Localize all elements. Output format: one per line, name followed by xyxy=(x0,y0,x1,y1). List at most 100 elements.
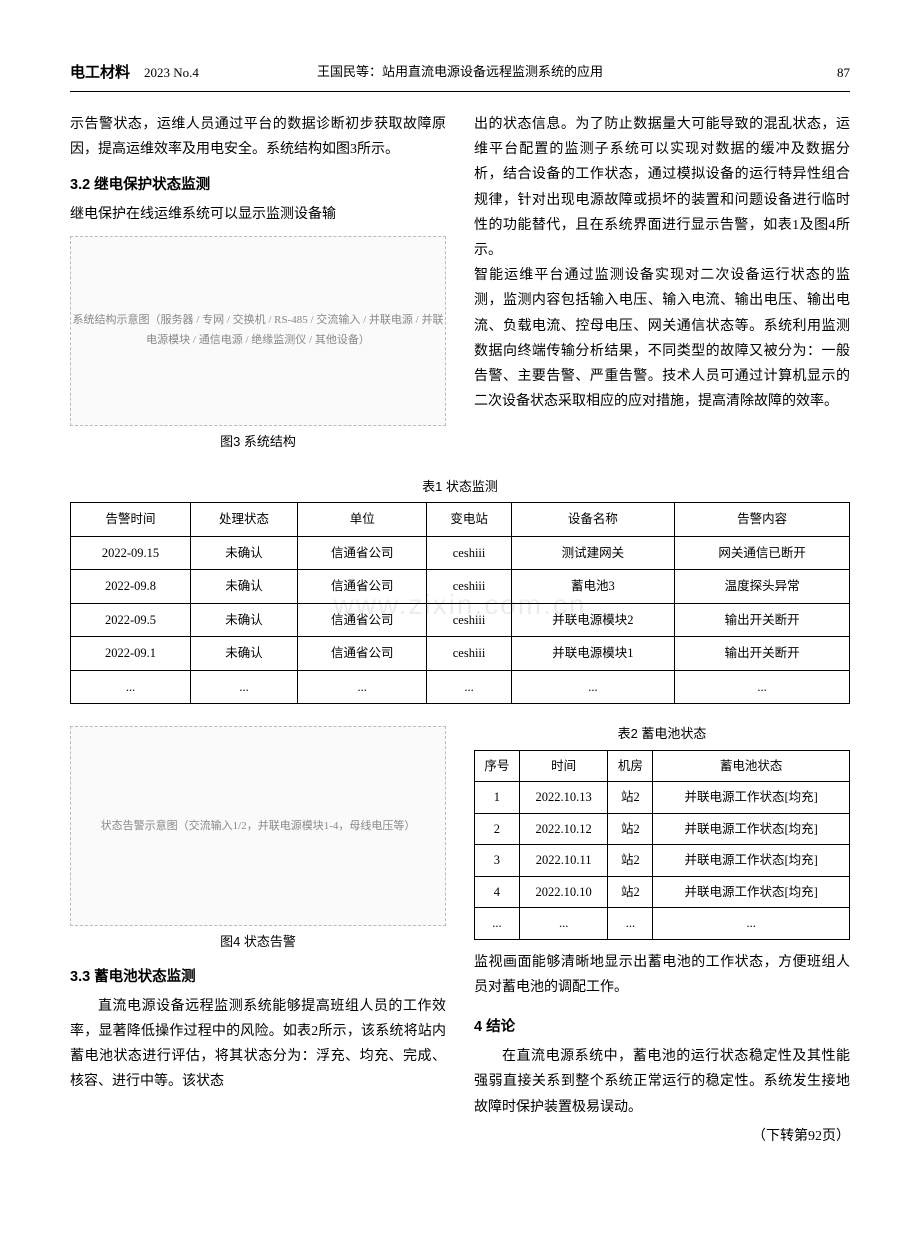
table-header-cell: 告警时间 xyxy=(71,503,191,537)
upper-left-column: 示告警状态，运维人员通过平台的数据诊断初步获取故障原因，提高运维效率及用电安全。… xyxy=(70,112,446,461)
table-cell: 并联电源工作状态[均充] xyxy=(653,813,850,845)
upper-columns: 示告警状态，运维人员通过平台的数据诊断初步获取故障原因，提高运维效率及用电安全。… xyxy=(70,112,850,461)
table-row: 12022.10.13站2并联电源工作状态[均充] xyxy=(475,782,850,814)
table-header-cell: 单位 xyxy=(297,503,427,537)
table-row: 22022.10.12站2并联电源工作状态[均充] xyxy=(475,813,850,845)
table-cell: 2022.10.13 xyxy=(519,782,608,814)
table-cell: ... xyxy=(191,670,298,704)
table-cell: 并联电源模块2 xyxy=(511,603,674,637)
table-cell: ... xyxy=(519,908,608,940)
table-cell: 输出开关断开 xyxy=(675,603,850,637)
table-2-body: 12022.10.13站2并联电源工作状态[均充]22022.10.12站2并联… xyxy=(475,782,850,940)
table-row: ............ xyxy=(475,908,850,940)
table-cell: 站2 xyxy=(608,782,653,814)
table-cell: 信通省公司 xyxy=(297,536,427,570)
lower-left-column: 状态告警示意图（交流输入1/2，并联电源模块1-4，母线电压等） 图4 状态告警… xyxy=(70,722,446,1153)
table-cell: 4 xyxy=(475,876,520,908)
table-cell: 3 xyxy=(475,845,520,877)
table-header-cell: 蓄电池状态 xyxy=(653,750,850,782)
table-cell: 未确认 xyxy=(191,637,298,671)
table-1: 告警时间 处理状态 单位 变电站 设备名称 告警内容 2022-09.15未确认… xyxy=(70,502,850,704)
section-heading-3-2: 3.2 继电保护状态监测 xyxy=(70,172,446,198)
figure-3-image: 系统结构示意图（服务器 / 专网 / 交换机 / RS-485 / 交流输入 /… xyxy=(70,236,446,426)
table-cell: ... xyxy=(653,908,850,940)
para-right-2: 智能运维平台通过监测设备实现对二次设备运行状态的监测，监测内容包括输入电压、输入… xyxy=(474,263,850,414)
figure-3: 系统结构示意图（服务器 / 专网 / 交换机 / RS-485 / 交流输入 /… xyxy=(70,236,446,453)
table-cell: 未确认 xyxy=(191,570,298,604)
table-row: .................. xyxy=(71,670,850,704)
table-cell: 1 xyxy=(475,782,520,814)
table-cell: 并联电源工作状态[均充] xyxy=(653,876,850,908)
table-row: 序号 时间 机房 蓄电池状态 xyxy=(475,750,850,782)
table-cell: ... xyxy=(475,908,520,940)
para-conclusion: 在直流电源系统中，蓄电池的运行状态稳定性及其性能强弱直接关系到整个系统正常运行的… xyxy=(474,1044,850,1120)
table-cell: 未确认 xyxy=(191,536,298,570)
table-cell: 站2 xyxy=(608,876,653,908)
header-running-title: 王国民等：站用直流电源设备远程监测系统的应用 xyxy=(317,60,603,83)
table-cell: 输出开关断开 xyxy=(675,637,850,671)
table-cell: ... xyxy=(608,908,653,940)
para-3-2: 继电保护在线运维系统可以显示监测设备输 xyxy=(70,202,446,227)
table-header-cell: 处理状态 xyxy=(191,503,298,537)
para-right-1: 出的状态信息。为了防止数据量大可能导致的混乱状态，运维平台配置的监测子系统可以实… xyxy=(474,112,850,263)
table-cell: 温度探头异常 xyxy=(675,570,850,604)
figure-4-image: 状态告警示意图（交流输入1/2，并联电源模块1-4，母线电压等） xyxy=(70,726,446,926)
section-heading-3-3: 3.3 蓄电池状态监测 xyxy=(70,964,446,990)
table-cell: ... xyxy=(71,670,191,704)
header-journal: 电工材料 xyxy=(70,60,130,87)
upper-right-column: 出的状态信息。为了防止数据量大可能导致的混乱状态，运维平台配置的监测子系统可以实… xyxy=(474,112,850,461)
table-1-caption: 表1 状态监测 xyxy=(70,475,850,498)
section-heading-4: 4 结论 xyxy=(474,1014,850,1040)
header-issue: 2023 No.4 xyxy=(144,61,199,84)
table-cell: 2022-09.5 xyxy=(71,603,191,637)
table-header-cell: 机房 xyxy=(608,750,653,782)
header-page-number: 87 xyxy=(837,61,850,84)
para-battery: 监视画面能够清晰地显示出蓄电池的工作状态，方便班组人员对蓄电池的调配工作。 xyxy=(474,950,850,1000)
lower-columns: 状态告警示意图（交流输入1/2，并联电源模块1-4，母线电压等） 图4 状态告警… xyxy=(70,722,850,1153)
table-cell: 2022.10.10 xyxy=(519,876,608,908)
table-cell: ceshiii xyxy=(427,536,511,570)
table-cell: 2022-09.1 xyxy=(71,637,191,671)
table-cell: 2022-09.8 xyxy=(71,570,191,604)
table-1-body: 2022-09.15未确认信通省公司ceshiii测试建网关网关通信已断开202… xyxy=(71,536,850,704)
table-cell: 2022.10.11 xyxy=(519,845,608,877)
table-header-cell: 设备名称 xyxy=(511,503,674,537)
figure-4: 状态告警示意图（交流输入1/2，并联电源模块1-4，母线电压等） 图4 状态告警 xyxy=(70,726,446,953)
para-continued: 示告警状态，运维人员通过平台的数据诊断初步获取故障原因，提高运维效率及用电安全。… xyxy=(70,112,446,162)
table-cell: 2022-09.15 xyxy=(71,536,191,570)
table-cell: 并联电源工作状态[均充] xyxy=(653,782,850,814)
table-cell: 并联电源工作状态[均充] xyxy=(653,845,850,877)
table-cell: 2 xyxy=(475,813,520,845)
table-row: 32022.10.11站2并联电源工作状态[均充] xyxy=(475,845,850,877)
table-cell: 站2 xyxy=(608,813,653,845)
table-cell: 信通省公司 xyxy=(297,603,427,637)
table-row: 2022-09.8未确认信通省公司ceshiii蓄电池3温度探头异常 xyxy=(71,570,850,604)
table-cell: ceshiii xyxy=(427,603,511,637)
figure-4-caption: 图4 状态告警 xyxy=(70,930,446,953)
table-row: 2022-09.15未确认信通省公司ceshiii测试建网关网关通信已断开 xyxy=(71,536,850,570)
table-cell: 测试建网关 xyxy=(511,536,674,570)
table-cell: ... xyxy=(675,670,850,704)
page: 电工材料 2023 No.4 王国民等：站用直流电源设备远程监测系统的应用 87… xyxy=(70,60,850,1153)
table-row: 告警时间 处理状态 单位 变电站 设备名称 告警内容 xyxy=(71,503,850,537)
table-2-caption: 表2 蓄电池状态 xyxy=(474,722,850,745)
table-2: 序号 时间 机房 蓄电池状态 12022.10.13站2并联电源工作状态[均充]… xyxy=(474,750,850,940)
table-cell: 未确认 xyxy=(191,603,298,637)
table-header-cell: 告警内容 xyxy=(675,503,850,537)
table-cell: ceshiii xyxy=(427,570,511,604)
table-cell: 蓄电池3 xyxy=(511,570,674,604)
table-1-block: 表1 状态监测 告警时间 处理状态 单位 变电站 设备名称 告警内容 2022-… xyxy=(70,475,850,704)
para-3-3: 直流电源设备远程监测系统能够提高班组人员的工作效率，显著降低操作过程中的风险。如… xyxy=(70,994,446,1095)
continued-note: （下转第92页） xyxy=(474,1124,850,1149)
table-row: 2022-09.5未确认信通省公司ceshiii并联电源模块2输出开关断开 xyxy=(71,603,850,637)
table-cell: 站2 xyxy=(608,845,653,877)
table-cell: 并联电源模块1 xyxy=(511,637,674,671)
table-header-cell: 时间 xyxy=(519,750,608,782)
figure-3-caption: 图3 系统结构 xyxy=(70,430,446,453)
table-header-cell: 变电站 xyxy=(427,503,511,537)
lower-right-column: 表2 蓄电池状态 序号 时间 机房 蓄电池状态 12022.10.13站2并联电… xyxy=(474,722,850,1153)
table-cell: ... xyxy=(297,670,427,704)
table-row: 2022-09.1未确认信通省公司ceshiii并联电源模块1输出开关断开 xyxy=(71,637,850,671)
table-cell: ... xyxy=(511,670,674,704)
table-cell: 2022.10.12 xyxy=(519,813,608,845)
